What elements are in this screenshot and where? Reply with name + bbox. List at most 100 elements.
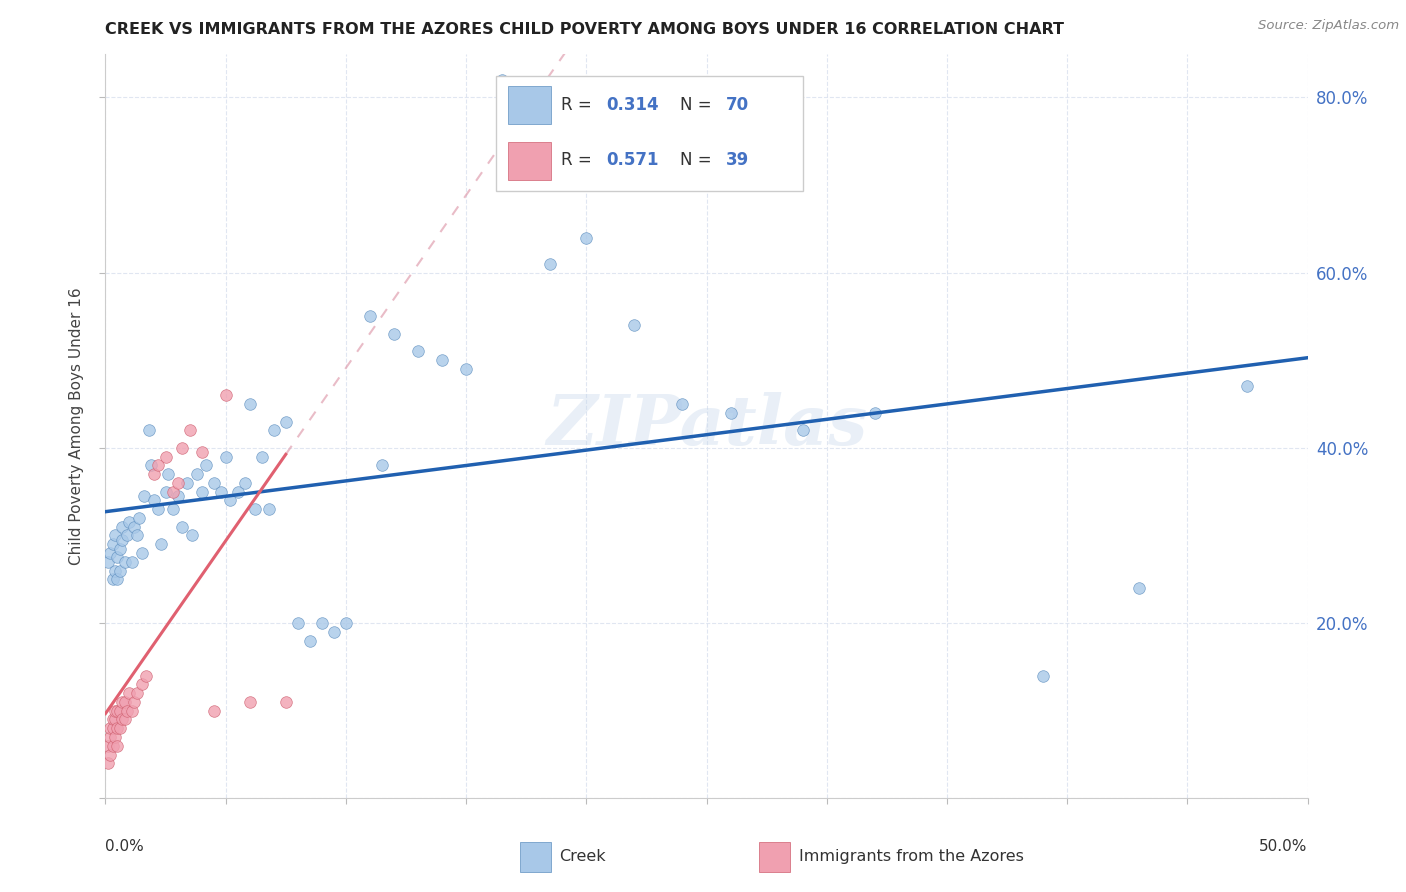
Point [111, 533, 134, 547]
Point [107, 572, 129, 586]
Point [359, 310, 381, 324]
Point [101, 572, 124, 586]
Point [104, 713, 127, 727]
Point [322, 624, 344, 639]
Point [138, 423, 160, 437]
Point [101, 739, 124, 753]
Point [274, 695, 297, 709]
Point [181, 528, 204, 542]
Point [190, 445, 212, 459]
Point [538, 257, 561, 271]
Point [1128, 581, 1150, 595]
Point [108, 541, 131, 556]
Text: 50.0%: 50.0% [1260, 839, 1308, 855]
Point [139, 458, 162, 473]
Point [1032, 668, 1054, 682]
Point [190, 484, 212, 499]
Point [311, 616, 333, 631]
Point [124, 695, 146, 709]
Point [166, 475, 188, 490]
Point [132, 489, 155, 503]
Text: Source: ZipAtlas.com: Source: ZipAtlas.com [1258, 19, 1399, 32]
Point [623, 318, 645, 333]
Point [98, 546, 121, 560]
Point [125, 686, 148, 700]
Text: Creek: Creek [560, 849, 606, 863]
Point [233, 475, 256, 490]
Point [101, 537, 124, 551]
Point [430, 353, 453, 368]
Point [98, 730, 121, 744]
Point [219, 493, 242, 508]
Point [108, 721, 131, 735]
Point [97, 555, 120, 569]
Point [125, 528, 148, 542]
Point [108, 704, 131, 718]
Point [209, 484, 232, 499]
Point [111, 695, 134, 709]
Point [114, 713, 136, 727]
Point [142, 467, 165, 482]
Point [214, 450, 236, 464]
Point [115, 528, 138, 542]
Point [121, 555, 143, 569]
Point [97, 739, 120, 753]
Point [118, 686, 141, 700]
Point [111, 713, 134, 727]
Text: CREEK VS IMMIGRANTS FROM THE AZORES CHILD POVERTY AMONG BOYS UNDER 16 CORRELATIO: CREEK VS IMMIGRANTS FROM THE AZORES CHIL… [105, 22, 1064, 37]
Point [214, 388, 236, 402]
Point [97, 756, 120, 771]
Point [298, 633, 321, 648]
Point [98, 747, 121, 762]
Text: ZIPatlas: ZIPatlas [546, 392, 868, 459]
Point [162, 484, 184, 499]
Point [101, 721, 124, 735]
Point [176, 475, 198, 490]
Point [156, 467, 179, 482]
Point [792, 423, 814, 437]
Point [172, 519, 194, 533]
Point [104, 730, 127, 744]
Point [239, 695, 262, 709]
Point [720, 406, 742, 420]
Point [135, 668, 157, 682]
Point [371, 458, 394, 473]
Point [111, 519, 134, 533]
Point [1236, 379, 1258, 393]
Point [104, 528, 127, 542]
Point [575, 230, 598, 244]
Point [155, 450, 177, 464]
Point [454, 362, 477, 376]
Point [202, 704, 225, 718]
Point [226, 484, 249, 499]
Point [202, 475, 225, 490]
Point [114, 695, 136, 709]
Point [131, 546, 153, 560]
Point [166, 489, 188, 503]
Text: Immigrants from the Azores: Immigrants from the Azores [799, 849, 1024, 863]
Point [491, 72, 513, 87]
Point [107, 550, 129, 565]
Point [195, 458, 218, 473]
Point [115, 704, 138, 718]
Point [107, 721, 129, 735]
Point [148, 458, 170, 473]
Point [172, 441, 194, 455]
Point [382, 326, 405, 341]
Point [124, 519, 146, 533]
Point [114, 555, 136, 569]
Point [149, 537, 172, 551]
Point [263, 423, 285, 437]
Point [155, 484, 177, 499]
Point [335, 616, 357, 631]
Point [671, 397, 693, 411]
Point [287, 616, 309, 631]
Point [257, 502, 280, 516]
Point [142, 493, 165, 508]
Point [104, 564, 127, 578]
Text: 0.0%: 0.0% [105, 839, 145, 855]
Point [162, 502, 184, 516]
Y-axis label: Child Poverty Among Boys Under 16: Child Poverty Among Boys Under 16 [69, 287, 84, 565]
Point [243, 502, 266, 516]
Point [274, 415, 297, 429]
